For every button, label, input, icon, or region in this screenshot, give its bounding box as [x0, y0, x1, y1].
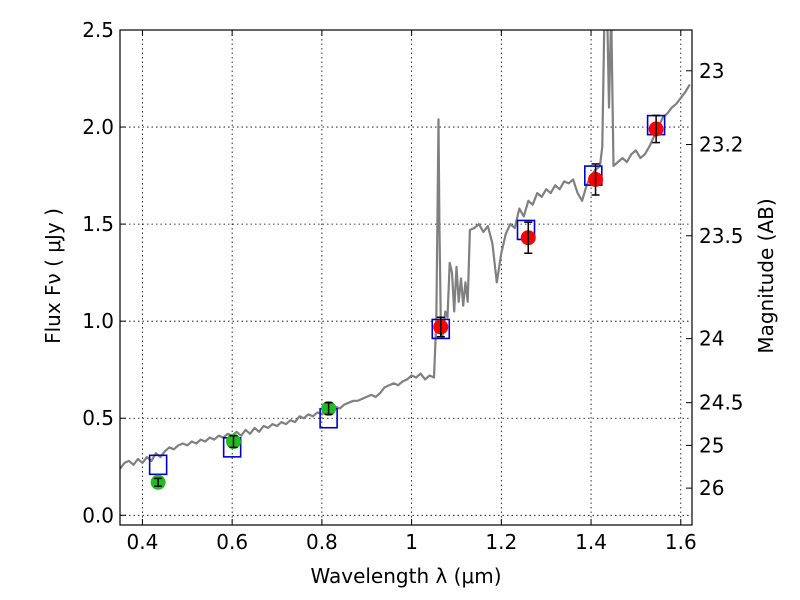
y2-tick-label: 23.2 [699, 133, 744, 157]
y2-tick-label: 23 [699, 59, 724, 83]
x-tick-label: 1.6 [665, 530, 697, 554]
x-tick-label: 1 [405, 530, 418, 554]
y2-tick-label: 25 [699, 433, 724, 457]
x-tick-label: 0.8 [306, 530, 338, 554]
photometry-layer [150, 114, 664, 490]
y-tick-label: 1.0 [82, 309, 114, 333]
y2-tick-label: 24 [699, 327, 724, 351]
x-axis-title: Wavelength λ (μm) [310, 564, 501, 588]
spectrum-line [120, 30, 691, 470]
y-axis-title: Flux Fν ( μJy ) [41, 208, 65, 344]
y2-axis-title: Magnitude (AB) [754, 198, 778, 353]
model-flux-square [148, 454, 168, 476]
grid-lines [120, 29, 692, 525]
labels-layer: 0.4 0.6 0.8 1 1.2 1.4 1.6 0.0 0.5 1.0 1.5 2.0 2.5 23 2… [82, 18, 743, 554]
y-tick-label: 2.5 [82, 18, 114, 42]
y-tick-label: 2.0 [82, 115, 114, 139]
x-tick-label: 1.4 [575, 530, 607, 554]
y-tick-label: 1.5 [82, 212, 114, 236]
y-tick-label: 0.0 [82, 503, 114, 527]
ticks-layer [120, 29, 692, 525]
y2-tick-label: 26 [699, 476, 724, 500]
model-layer [148, 114, 666, 476]
spectrum-layer [120, 30, 691, 470]
x-tick-label: 0.4 [127, 530, 159, 554]
y2-tick-label: 24.5 [699, 391, 744, 415]
x-tick-label: 1.2 [485, 530, 517, 554]
y2-tick-label: 23.5 [699, 224, 744, 248]
plot-frame [119, 29, 693, 526]
x-tick-label: 0.6 [216, 530, 248, 554]
y-tick-label: 0.5 [82, 406, 114, 430]
